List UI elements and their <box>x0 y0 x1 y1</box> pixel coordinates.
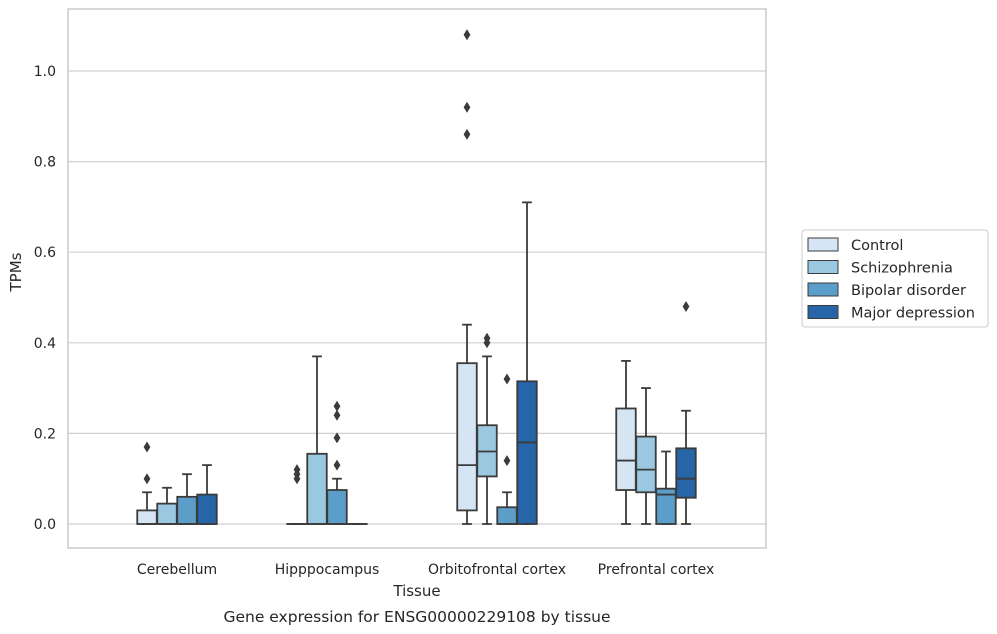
box-schizophrenia <box>635 387 657 525</box>
y-tick-label: 0.4 <box>34 336 56 352</box>
box-major-depression <box>196 464 218 525</box>
outlier-point <box>483 332 491 344</box>
box-bipolar-disorder <box>655 450 677 525</box>
x-tick-label: Cerebellum <box>137 562 217 578</box>
y-tick-label: 0.2 <box>34 426 56 442</box>
box-control <box>456 29 478 525</box>
legend-label: Major depression <box>851 306 975 322</box>
legend-swatch <box>807 260 839 274</box>
box-major-depression <box>675 301 697 525</box>
x-axis-ticks: Cerebellum Hipppocampus Orbitofrontal cort… <box>137 562 714 578</box>
box-iqr <box>456 362 478 512</box>
box-iqr <box>675 447 697 499</box>
box-bipolar-disorder <box>496 373 518 525</box>
box-iqr <box>326 489 348 525</box>
outlier-point <box>463 101 471 113</box>
x-tick-label: Hipppocampus <box>275 562 380 578</box>
legend: Control Schizophrenia Bipolar disorder Majo… <box>801 229 989 328</box>
box-bipolar-disorder <box>176 473 198 525</box>
outlier-point <box>503 373 511 385</box>
outlier-point <box>333 459 341 471</box>
legend-swatch <box>807 237 839 252</box>
outlier-point <box>333 432 341 444</box>
grid-lines <box>68 70 766 525</box>
outlier-point <box>333 400 341 412</box>
outlier-point <box>333 409 341 421</box>
y-tick-label: 0.0 <box>34 517 56 533</box>
outlier-point <box>682 301 690 313</box>
box-iqr <box>196 493 218 525</box>
outlier-point <box>503 455 511 467</box>
outlier-point <box>463 128 471 140</box>
box-iqr <box>655 487 677 525</box>
legend-label: Bipolar disorder <box>851 283 966 299</box>
box-iqr <box>635 435 657 494</box>
legend-swatch <box>807 305 839 319</box>
legend-label: Schizophrenia <box>851 261 953 277</box>
box-iqr <box>516 380 538 525</box>
box-control <box>615 360 637 525</box>
outlier-point <box>293 464 301 476</box>
box-iqr <box>136 509 158 525</box>
box-plot-series <box>136 29 697 525</box>
y-tick-label: 0.8 <box>34 155 56 171</box>
chart-caption: Gene expression for ENSG00000229108 by t… <box>223 608 610 626</box>
plot-frame <box>67 8 767 549</box>
box-control <box>286 464 308 525</box>
box-iqr <box>615 407 637 491</box>
y-tick-label: 0.6 <box>34 245 56 261</box>
legend-swatch <box>807 282 839 297</box>
outlier-point <box>143 441 151 453</box>
legend-label: Control <box>851 238 903 254</box>
box-schizophrenia <box>156 486 178 525</box>
box-iqr <box>496 506 518 525</box>
box-major-depression <box>516 201 538 525</box>
box-iqr <box>306 452 328 525</box>
x-tick-label: Prefrontal cortex <box>598 562 715 578</box>
x-axis-title: Tissue <box>392 582 440 600</box>
y-axis-ticks: 0.0 0.2 0.4 0.6 0.8 1.0 <box>34 64 56 533</box>
outlier-point <box>463 29 471 41</box>
box-iqr <box>156 502 178 525</box>
box-control <box>136 441 158 525</box>
box-schizophrenia <box>306 355 328 525</box>
outlier-point <box>143 473 151 485</box>
y-axis-title: TPMs <box>7 252 25 292</box>
x-tick-label: Orbitofrontal cortex <box>428 562 566 578</box>
y-tick-label: 1.0 <box>34 64 56 80</box>
box-schizophrenia <box>476 332 498 525</box>
box-bipolar-disorder <box>326 400 348 525</box>
box-iqr <box>176 495 198 525</box>
legend-frame <box>801 229 989 328</box>
